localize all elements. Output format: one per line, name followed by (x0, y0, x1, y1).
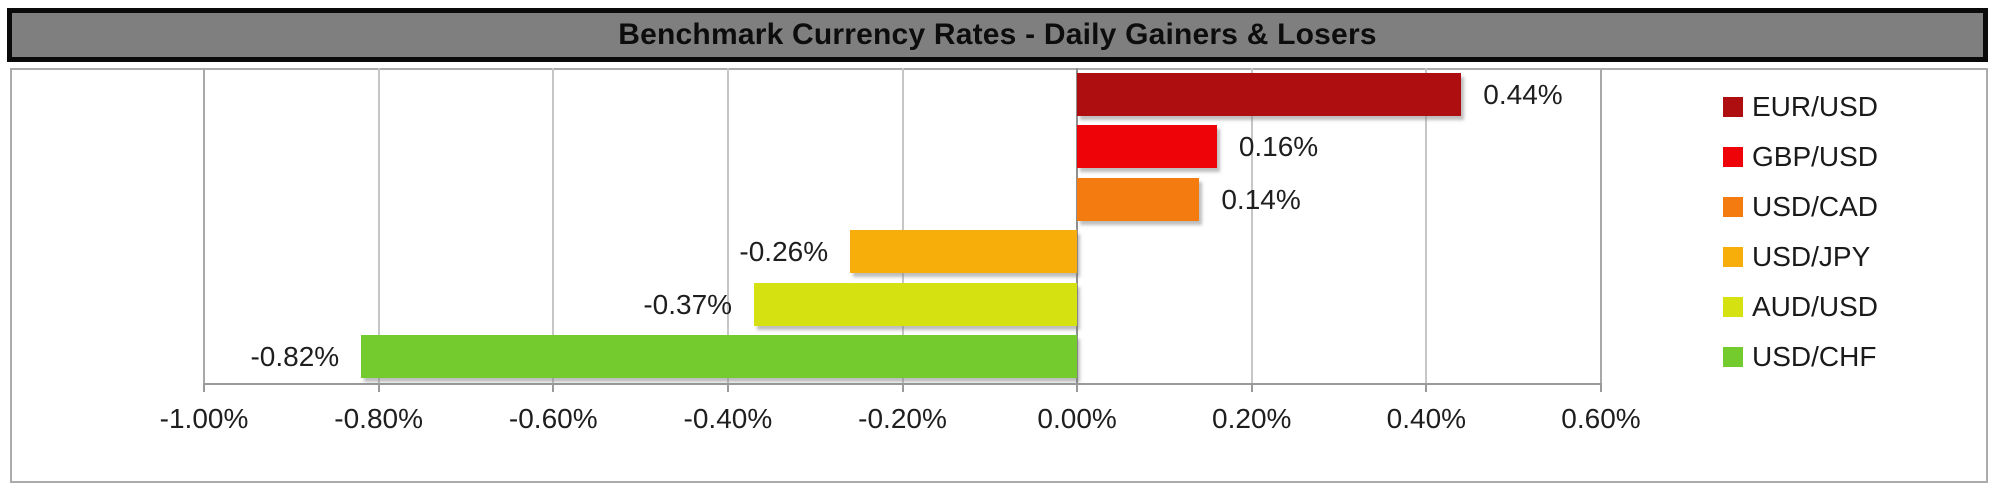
legend-label-usd-chf: USD/CHF (1752, 341, 1877, 372)
tick-mark--0.20% (901, 383, 904, 392)
data-label-aud-usd: -0.37% (643, 288, 733, 320)
bar-eur-usd (1077, 72, 1462, 116)
x-axis-label--0.60%: -0.60% (508, 403, 598, 434)
legend-label-gbp-usd: GBP/USD (1752, 141, 1879, 172)
x-axis-label-0.00%: 0.00% (1037, 403, 1117, 434)
tick-mark--0.80% (377, 383, 380, 392)
x-axis-label-0.40%: 0.40% (1386, 403, 1467, 434)
tick-mark-0.20% (1250, 383, 1253, 392)
data-label-eur-usd: 0.44% (1483, 78, 1563, 110)
gridline--0.80% (377, 68, 380, 383)
legend-entry-eur-usd: EUR/USD (1723, 87, 1878, 127)
gridline--1.00% (203, 68, 205, 383)
legend: EUR/USD GBP/USD USD/CAD USD/JPY AUD/USD USD/C… (1723, 87, 1878, 377)
legend-label-eur-usd: EUR/USD (1752, 91, 1879, 122)
tick-mark--0.60% (552, 383, 555, 392)
legend-swatch-gbp-usd (1723, 147, 1743, 167)
gridline--0.40% (726, 68, 729, 383)
legend-entry-usd-jpy: USD/JPY (1723, 237, 1878, 277)
legend-label-usd-jpy: USD/JPY (1752, 241, 1871, 272)
bar-usd-cad (1077, 177, 1200, 221)
legend-swatch-eur-usd (1723, 97, 1743, 117)
gridline-0.40% (1425, 68, 1428, 383)
plot-area: 0.44% 0.16% 0.14% -0.26% -0.37% -0.82% (203, 68, 1602, 385)
legend-entry-usd-cad: USD/CAD (1723, 187, 1878, 227)
tick-mark-0.40% (1425, 383, 1428, 392)
tick-mark--0.40% (726, 383, 729, 392)
x-axis-label-0.60%: 0.60% (1561, 403, 1641, 434)
legend-label-usd-cad: USD/CAD (1752, 191, 1879, 222)
gridline--0.20% (901, 68, 904, 383)
legend-swatch-usd-cad (1723, 197, 1743, 217)
data-label-gbp-usd: 0.16% (1238, 131, 1319, 162)
legend-label-aud-usd: AUD/USD (1752, 291, 1879, 322)
legend-swatch-usd-jpy (1723, 247, 1743, 267)
chart-body (10, 68, 1988, 483)
gridline--0.60% (552, 68, 555, 383)
gridline-0.20% (1250, 68, 1253, 383)
x-axis-label-0.20%: 0.20% (1212, 403, 1292, 434)
chart-title: Benchmark Currency Rates - Daily Gainers… (618, 18, 1377, 51)
legend-swatch-aud-usd (1723, 297, 1743, 317)
tick-mark-0.60% (1600, 383, 1602, 392)
legend-entry-aud-usd: AUD/USD (1723, 287, 1878, 327)
gridline-0.60% (1600, 68, 1602, 383)
chart-title-bar: Benchmark Currency Rates - Daily Gainers… (7, 8, 1988, 62)
bar-aud-usd (754, 282, 1078, 326)
tick-mark--1.00% (203, 383, 205, 392)
x-axis-label--1.00%: -1.00% (159, 403, 249, 434)
data-label-usd-cad: 0.14% (1221, 183, 1301, 215)
x-axis-label--0.80%: -0.80% (334, 403, 423, 434)
data-label-usd-chf: -0.82% (250, 341, 340, 372)
bar-usd-chf (361, 335, 1078, 378)
x-axis-label--0.40%: -0.40% (683, 403, 773, 434)
gridline-0.00% (1076, 68, 1079, 383)
legend-swatch-usd-chf (1723, 347, 1743, 367)
data-label-usd-jpy: -0.26% (739, 236, 829, 267)
legend-entry-gbp-usd: GBP/USD (1723, 137, 1878, 177)
tick-mark-0.00% (1076, 383, 1079, 392)
bar-usd-jpy (850, 230, 1078, 273)
bar-gbp-usd (1077, 125, 1217, 168)
legend-entry-usd-chf: USD/CHF (1723, 337, 1878, 377)
x-axis-label--0.20%: -0.20% (858, 403, 947, 434)
